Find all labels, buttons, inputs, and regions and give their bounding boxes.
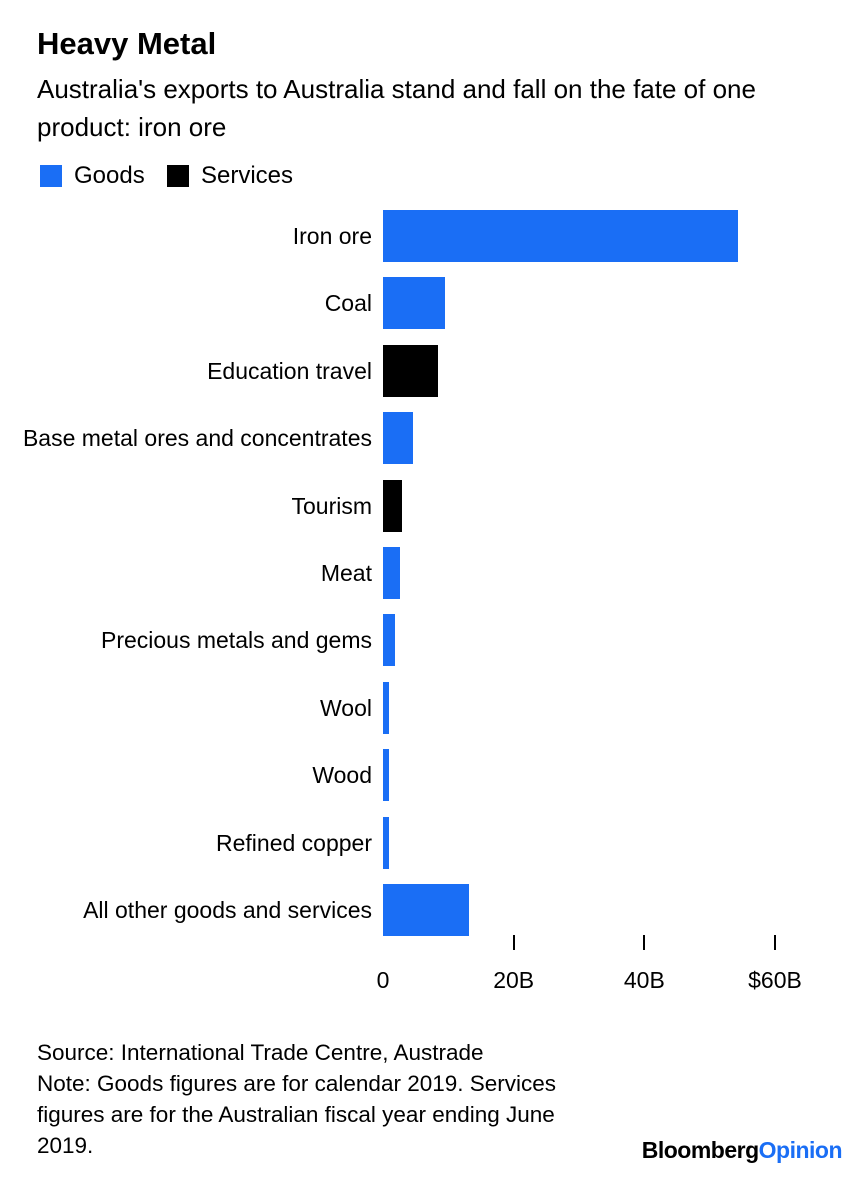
y-tick-label: Meat <box>320 560 372 586</box>
tick-mark <box>774 935 776 950</box>
tick-mark <box>643 935 646 950</box>
bar <box>383 749 389 802</box>
legend-item: Services <box>167 162 293 190</box>
legend-swatch <box>167 165 189 187</box>
y-tick-label: Refined copper <box>216 829 372 856</box>
x-tick-label: 0 <box>376 967 390 993</box>
tick-mark <box>512 935 515 950</box>
source: Source: International Trade Centre, Aust… <box>37 1040 484 1065</box>
bar <box>383 614 395 667</box>
footer: Source: International Trade Centre, Aust… <box>37 1037 582 1161</box>
bar <box>383 681 389 734</box>
chart-title: Heavy Metal <box>37 26 217 61</box>
bar <box>383 277 446 330</box>
x-tick-label: $60B <box>748 967 802 993</box>
x-tick-label: 40B <box>623 967 665 993</box>
y-tick-label: All other goods and services <box>83 897 372 923</box>
bar <box>383 344 438 397</box>
legend-label: Goods <box>74 162 145 189</box>
y-tick-label: Iron ore <box>292 223 372 249</box>
legend-item: Goods <box>40 162 145 190</box>
y-tick-label: Education travel <box>207 357 372 384</box>
brand-suffix: Opinion <box>758 1137 843 1163</box>
y-tick-label: Base metal ores and concentrates <box>22 425 372 452</box>
brand: BloombergOpinion <box>641 1137 843 1164</box>
y-tick-label: Coal <box>324 290 372 317</box>
brand-name: Bloomberg <box>641 1137 759 1163</box>
x-tick-label: 20B <box>493 967 535 993</box>
y-tick-label: Tourism <box>291 492 372 519</box>
bar <box>383 884 470 936</box>
chart-subtitle: Australia's exports to Australia stand a… <box>37 74 756 142</box>
legend-swatch <box>40 165 62 187</box>
bar <box>383 479 402 532</box>
bar <box>383 547 400 599</box>
y-tick-label: Precious metals and gems <box>100 627 372 654</box>
legend-label: Services <box>201 162 294 189</box>
y-tick-label: Wool <box>320 694 372 721</box>
bar <box>383 816 389 869</box>
note: Note: Goods figures are for calendar 201… <box>37 1071 557 1158</box>
bar <box>383 412 414 465</box>
bar <box>383 210 739 262</box>
y-tick-label: Wood <box>312 762 372 789</box>
